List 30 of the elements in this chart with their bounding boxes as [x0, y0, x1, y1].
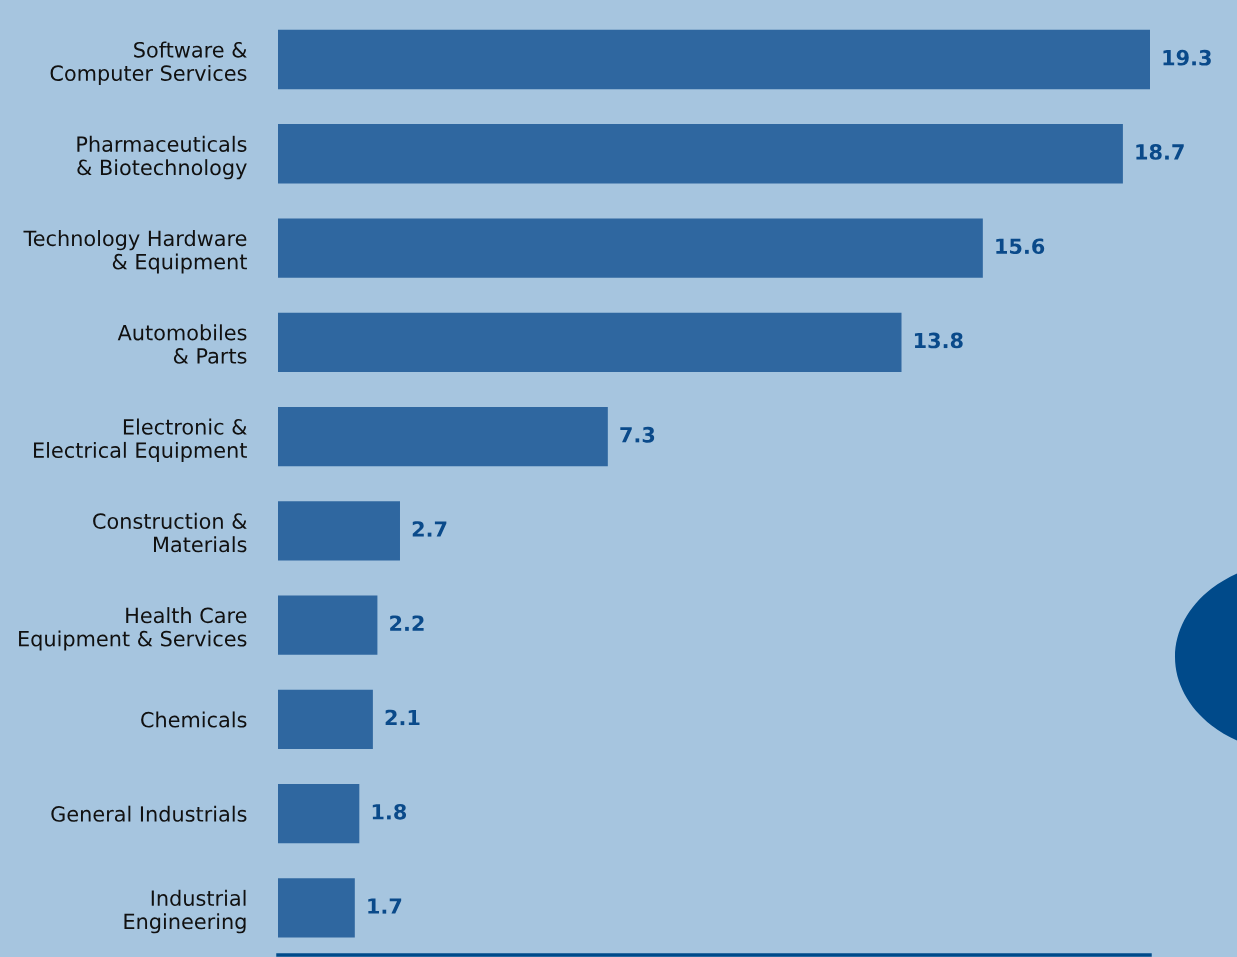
- data-label: 18.7: [1136, 144, 1184, 160]
- data-label: 2.2: [390, 615, 424, 631]
- y-tick-label: Software & Computer Services: [50, 41, 247, 86]
- y-tick-label: Construction & Materials: [93, 512, 247, 553]
- bar: [278, 783, 360, 844]
- y-tick-label: Automobiles & Parts: [117, 324, 247, 364]
- data-label: 1.7: [368, 898, 402, 914]
- bar: [278, 218, 983, 278]
- bar: [278, 406, 608, 467]
- data-label: 1.8: [372, 803, 407, 820]
- data-label: 2.7: [412, 521, 447, 537]
- bar: [278, 595, 378, 655]
- bar: [278, 124, 1123, 184]
- data-label: 7.3: [620, 426, 655, 443]
- y-tick-label: Technology Hardware & Equipment: [23, 230, 247, 274]
- bar: [278, 312, 902, 373]
- data-label: 2.1: [385, 709, 420, 726]
- data-label: 19.3: [1163, 49, 1211, 66]
- y-tick-label: Chemicals: [141, 711, 247, 728]
- y-tick-label: General Industrials: [51, 805, 247, 822]
- bar: [278, 501, 400, 561]
- y-tick-label: Electronic & Electrical Equipment: [34, 418, 247, 463]
- bar: [278, 29, 1150, 90]
- y-tick-label: Health Care Equipment & Services: [19, 607, 247, 651]
- y-tick-label: Industrial Engineering: [124, 889, 246, 934]
- data-label: 15.6: [996, 238, 1045, 255]
- bar: [278, 689, 373, 750]
- y-tick-label: Pharmaceuticals & Biotechnology: [77, 135, 247, 180]
- bar: [278, 878, 355, 938]
- data-label: 13.8: [914, 332, 963, 349]
